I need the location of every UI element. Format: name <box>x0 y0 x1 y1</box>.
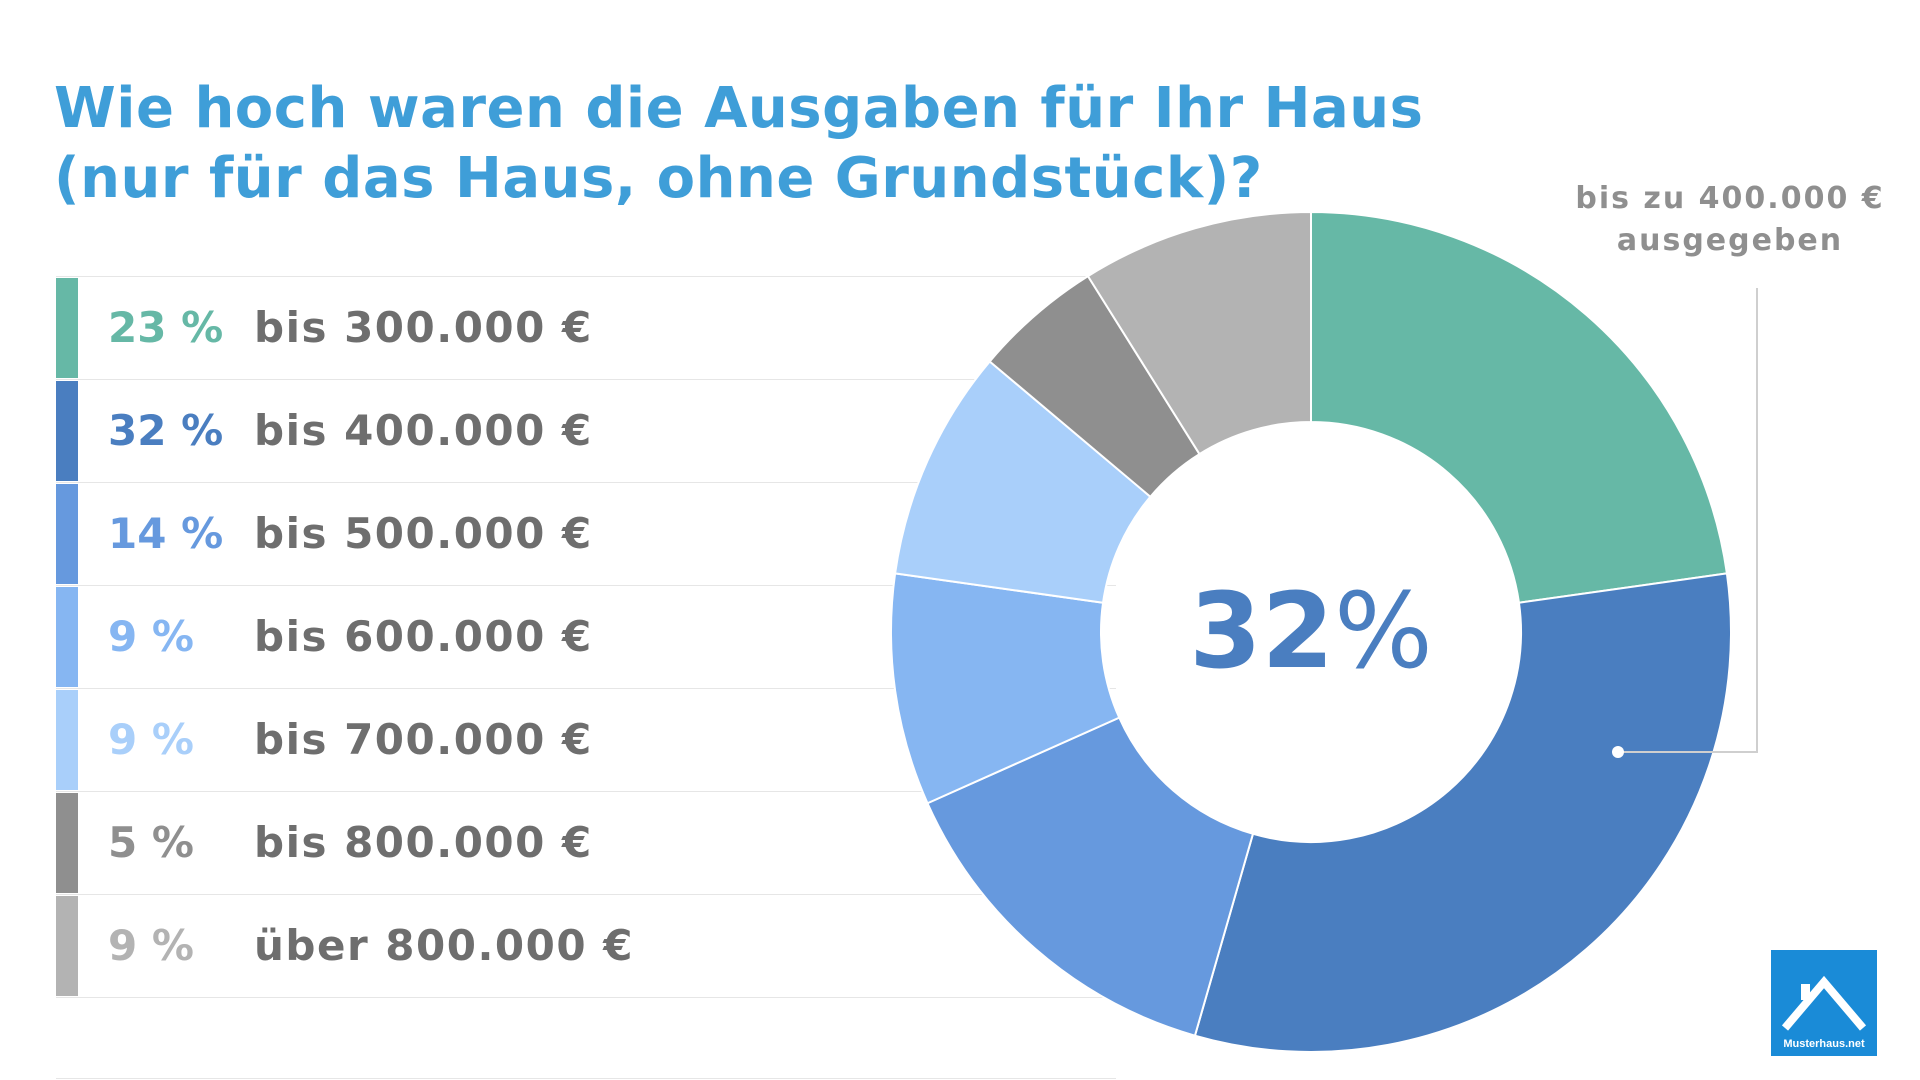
legend-row: 9 % bis 700.000 € <box>56 689 1116 792</box>
legend-color-bar <box>56 587 78 687</box>
legend-label: bis 500.000 € <box>254 509 593 558</box>
callout-marker-dot <box>1612 746 1624 758</box>
donut-slice <box>1310 210 1729 604</box>
donut-center-unit: % <box>1334 570 1433 692</box>
donut-slice <box>1086 210 1312 456</box>
legend-label: bis 300.000 € <box>254 303 593 352</box>
legend-percent: 14 % <box>108 509 224 558</box>
musterhaus-logo[interactable]: Musterhaus.net <box>1771 950 1877 1056</box>
chart-title-line-2: (nur für das Haus, ohne Grundstück)? <box>54 146 1263 211</box>
legend-row: 9 % bis 600.000 € <box>56 586 1116 689</box>
legend-label: bis 600.000 € <box>254 612 593 661</box>
donut-slice <box>926 716 1255 1037</box>
legend-color-bar <box>56 484 78 584</box>
donut-slices <box>890 210 1732 1053</box>
legend-row: 14 % bis 500.000 € <box>56 483 1116 586</box>
callout-label-line-1: bis zu 400.000 € <box>1575 181 1885 216</box>
chart-title: Wie hoch waren die Ausgaben für Ihr Haus… <box>54 74 1424 214</box>
house-roof-icon <box>1781 975 1867 1031</box>
callout-leader-line <box>1620 288 1758 753</box>
donut-slice <box>1193 572 1732 1053</box>
bottom-divider <box>56 1078 1116 1079</box>
legend-color-bar <box>56 278 78 378</box>
callout-label: bis zu 400.000 € ausgegeben <box>1560 178 1900 262</box>
callout-label-line-2: ausgegeben <box>1616 223 1844 258</box>
legend-label: über 800.000 € <box>254 921 634 970</box>
legend-percent: 9 % <box>108 921 194 970</box>
legend-percent: 23 % <box>108 303 224 352</box>
legend-row: 32 % bis 400.000 € <box>56 380 1116 483</box>
legend-color-bar <box>56 690 78 790</box>
donut-center-number: 32 <box>1189 570 1334 692</box>
legend-row: 5 % bis 800.000 € <box>56 792 1116 895</box>
legend-table: 23 % bis 300.000 € 32 % bis 400.000 € 14 % bi… <box>56 276 1116 998</box>
legend-row: 23 % bis 300.000 € <box>56 277 1116 380</box>
legend-percent: 9 % <box>108 715 194 764</box>
legend-color-bar <box>56 793 78 893</box>
legend-percent: 9 % <box>108 612 194 661</box>
chart-title-line-1: Wie hoch waren die Ausgaben für Ihr Haus <box>54 76 1424 141</box>
legend-label: bis 400.000 € <box>254 406 593 455</box>
legend-color-bar <box>56 896 78 996</box>
legend-label: bis 700.000 € <box>254 715 593 764</box>
legend-percent: 32 % <box>108 406 224 455</box>
legend-color-bar <box>56 381 78 481</box>
legend-label: bis 800.000 € <box>254 818 593 867</box>
legend-row: 9 % über 800.000 € <box>56 895 1116 998</box>
donut-center-value: 32% <box>1189 570 1433 692</box>
legend-percent: 5 % <box>108 818 194 867</box>
logo-text: Musterhaus.net <box>1783 1038 1865 1050</box>
